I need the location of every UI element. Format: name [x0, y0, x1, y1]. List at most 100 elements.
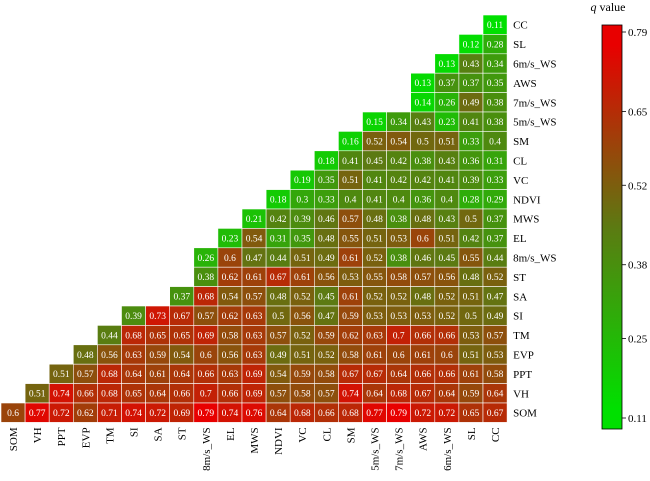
cell-value-label: 0.52: [318, 351, 335, 361]
cell-value-label: 0.56: [439, 273, 456, 283]
cell-value-label: 0.59: [342, 312, 359, 322]
cell-value-label: 0.56: [222, 351, 239, 361]
cell-value-label: 0.65: [173, 331, 190, 341]
cell-value-label: 0.58: [390, 273, 407, 283]
column-label: PPT: [56, 427, 68, 446]
colorbar-tick-label: 0.79: [628, 27, 648, 39]
cell-value-label: 0.35: [318, 176, 335, 186]
row-label: SM: [513, 136, 529, 148]
cell-value-label: 0.7: [393, 331, 405, 341]
cell-value-label: 0.36: [463, 157, 480, 167]
cell-value-label: 0.55: [463, 254, 480, 264]
cell-value-label: 0.64: [487, 390, 504, 400]
cell-value-label: 0.38: [414, 157, 431, 167]
cell-value-label: 0.37: [173, 293, 190, 303]
cell-value-label: 0.67: [342, 370, 359, 380]
column-labels: SOM VH PPT EVP TM SI SA ST 8m/s_WS EL MWS NDVI VC CL S…: [8, 427, 502, 471]
cell-value-label: 0.33: [463, 137, 480, 147]
cell-value-label: 0.15: [366, 118, 383, 128]
cell-value-label: 0.54: [270, 370, 287, 380]
cell-value-label: 0.26: [439, 99, 456, 109]
cell-value-label: 0.66: [439, 370, 456, 380]
column-label: VC: [297, 427, 309, 442]
cell-value-label: 0.74: [125, 409, 142, 419]
cell-value-label: 0.52: [366, 137, 383, 147]
cell-value-label: 0.62: [222, 312, 239, 322]
row-labels: CC SL 6m/s_WS AWS 7m/s_WS 5m/s_WS SM CL VC NDVI MW…: [513, 20, 556, 420]
cell-value-label: 0.72: [53, 409, 70, 419]
cell-value-label: 0.52: [366, 254, 383, 264]
cell-value-label: 0.41: [463, 118, 480, 128]
cell-value-label: 0.53: [487, 351, 504, 361]
row-label: VC: [513, 175, 528, 187]
cell-value-label: 0.51: [29, 390, 46, 400]
cell-value-label: 0.61: [294, 273, 311, 283]
cell-value-label: 0.49: [487, 312, 504, 322]
cell-value-label: 0.57: [270, 390, 287, 400]
cell-value-label: 0.63: [246, 351, 263, 361]
cell-value-label: 0.66: [414, 370, 431, 380]
cell-value-label: 0.51: [439, 137, 456, 147]
cell-value-label: 0.52: [487, 273, 504, 283]
cell-value-label: 0.33: [318, 196, 335, 206]
cell-value-label: 0.7: [200, 390, 212, 400]
cell-value-label: 0.68: [101, 370, 118, 380]
cell-value-label: 0.42: [270, 215, 287, 225]
row-label: CC: [513, 20, 528, 32]
cell-value-label: 0.44: [270, 254, 287, 264]
cell-value-label: 0.64: [439, 390, 456, 400]
cell-value-label: 0.34: [487, 60, 504, 70]
cell-value-label: 0.55: [366, 273, 383, 283]
cell-value-label: 0.57: [198, 312, 215, 322]
column-label: SOM: [8, 427, 20, 451]
cell-value-label: 0.48: [318, 234, 335, 244]
cell-value-label: 0.79: [390, 409, 407, 419]
cell-value-label: 0.63: [246, 331, 263, 341]
cell-value-label: 0.62: [222, 273, 239, 283]
row-label: NDVI: [513, 194, 541, 206]
cell-value-label: 0.29: [487, 196, 504, 206]
cell-value-label: 0.48: [414, 215, 431, 225]
column-label: TM: [104, 427, 116, 444]
cell-value-label: 0.61: [342, 254, 359, 264]
column-label: AWS: [418, 427, 430, 451]
cell-value-label: 0.57: [318, 390, 335, 400]
cell-value-label: 0.68: [390, 390, 407, 400]
cell-value-label: 0.61: [366, 351, 383, 361]
cell-value-label: 0.46: [318, 215, 335, 225]
cell-value-label: 0.6: [417, 234, 429, 244]
cell-value-label: 0.63: [246, 312, 263, 322]
cell-value-label: 0.68: [101, 390, 118, 400]
cell-value-label: 0.48: [366, 215, 383, 225]
cell-value-label: 0.66: [173, 390, 190, 400]
row-label: SOM: [513, 408, 537, 420]
cell-value-label: 0.34: [390, 118, 407, 128]
cell-value-label: 0.53: [414, 312, 431, 322]
cell-value-label: 0.61: [414, 351, 431, 361]
cell-value-label: 0.79: [198, 409, 215, 419]
cell-value-label: 0.28: [463, 196, 480, 206]
cell-value-label: 0.74: [222, 409, 239, 419]
column-label: 6m/s_WS: [442, 427, 454, 470]
cell-value-label: 0.28: [487, 40, 504, 50]
cell-value-label: 0.43: [439, 215, 456, 225]
cell-value-label: 0.18: [318, 157, 335, 167]
cell-value-label: 0.52: [366, 293, 383, 303]
cell-value-label: 0.23: [439, 118, 456, 128]
row-label: EVP: [513, 350, 534, 362]
cell-value-label: 0.42: [390, 176, 407, 186]
cell-value-label: 0.61: [342, 293, 359, 303]
cell-value-label: 0.21: [246, 215, 263, 225]
cell-value-label: 0.54: [246, 234, 263, 244]
colorbar: [601, 24, 623, 430]
row-label: 8m/s_WS: [513, 253, 556, 265]
cell-value-label: 0.63: [125, 351, 142, 361]
cell-value-label: 0.4: [393, 196, 405, 206]
cell-value-label: 0.64: [125, 370, 142, 380]
cell-value-label: 0.56: [294, 312, 311, 322]
cell-value-label: 0.31: [487, 157, 504, 167]
cell-value-label: 0.5: [465, 215, 477, 225]
cell-value-label: 0.58: [294, 390, 311, 400]
cell-value-label: 0.48: [463, 273, 480, 283]
